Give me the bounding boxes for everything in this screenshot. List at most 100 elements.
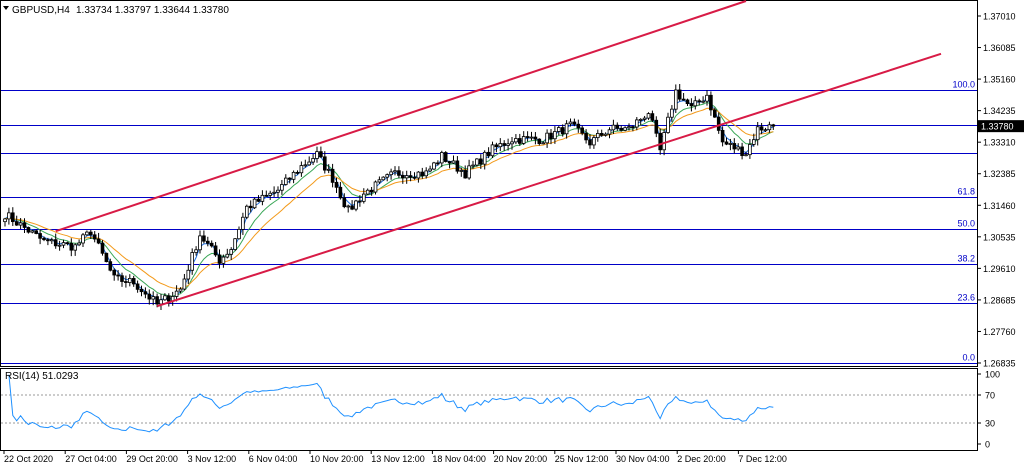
- candle-body: [631, 126, 635, 129]
- candle-body: [77, 242, 81, 246]
- rsi-tick-label: 30: [985, 419, 995, 429]
- candle-body: [186, 269, 191, 280]
- candle-body: [638, 118, 643, 121]
- candle-body: [521, 136, 526, 144]
- channel-upper-line[interactable]: [55, 0, 747, 233]
- candle-body: [748, 143, 752, 156]
- candle-body: [689, 103, 694, 107]
- candle-body: [202, 235, 206, 242]
- candle-body: [373, 181, 378, 193]
- candle-body: [580, 127, 584, 134]
- candle-body: [494, 144, 499, 148]
- candle-body: [385, 174, 389, 178]
- candle-body: [424, 170, 428, 177]
- candle-body: [174, 290, 179, 297]
- candle-body: [400, 174, 405, 179]
- candle-body: [397, 170, 401, 176]
- collapse-triangle-icon[interactable]: [3, 6, 9, 10]
- candle-body: [674, 89, 678, 110]
- candle-body: [592, 137, 596, 146]
- candle-body: [576, 123, 581, 129]
- candle-body: [205, 240, 210, 244]
- candle-body: [30, 230, 35, 233]
- candle-body: [404, 175, 409, 179]
- candle-body: [732, 143, 737, 150]
- candle-body: [666, 116, 670, 133]
- candle-body: [693, 100, 698, 107]
- rsi-tick-label: 100: [985, 370, 1000, 380]
- candle-body: [26, 227, 31, 233]
- candle-body: [221, 256, 226, 264]
- candle-body: [677, 89, 682, 100]
- price-tick-label: 1.27760: [983, 327, 1016, 337]
- candle-body: [124, 281, 128, 283]
- candle-body: [276, 189, 280, 193]
- candle-body: [260, 194, 265, 202]
- candle-body: [439, 152, 444, 164]
- candle-body: [635, 119, 639, 128]
- time-tick-label: 2 Dec 20:00: [677, 454, 726, 464]
- candle-body: [662, 132, 666, 151]
- candle-body: [112, 269, 117, 276]
- candle-body: [599, 133, 604, 136]
- candle-body: [81, 234, 85, 244]
- candle-body: [22, 222, 27, 228]
- candle-body: [244, 205, 249, 218]
- candle-body: [459, 170, 464, 172]
- price-tick-label: 1.28685: [983, 295, 1016, 305]
- price-tick-label: 1.32385: [983, 169, 1016, 179]
- candle-body: [116, 274, 120, 277]
- candle-body: [443, 152, 448, 162]
- candle-body: [194, 249, 198, 253]
- candle-body: [619, 127, 623, 131]
- candle-body: [705, 94, 709, 102]
- candle-body: [7, 212, 11, 220]
- candle-body: [280, 184, 284, 191]
- candle-body: [568, 121, 573, 125]
- candle-body: [713, 109, 717, 118]
- candle-body: [596, 133, 600, 139]
- candle-body: [342, 197, 347, 208]
- candle-body: [209, 242, 214, 247]
- candle-body: [553, 131, 557, 140]
- candle-body: [248, 205, 253, 209]
- candle-body: [159, 299, 163, 305]
- candle-body: [759, 126, 764, 131]
- fib-level-label: 0.0: [962, 353, 975, 363]
- candle-body: [120, 275, 124, 282]
- candle-body: [92, 234, 97, 240]
- candle-body: [514, 138, 518, 143]
- candle-body: [190, 252, 195, 271]
- candle-body: [182, 278, 187, 290]
- price-tick-label: 1.34235: [983, 106, 1016, 116]
- candle-body: [755, 126, 760, 141]
- candle-body: [131, 278, 136, 285]
- candle-body: [303, 164, 308, 167]
- symbol-label: GBPUSD,H4: [12, 5, 70, 16]
- candle-body: [393, 170, 397, 173]
- candle-body: [607, 129, 612, 135]
- candle-body: [46, 239, 50, 242]
- candle-body: [85, 231, 89, 236]
- time-tick-label: 13 Nov 12:00: [371, 454, 425, 464]
- candle-body: [89, 231, 93, 236]
- candle-body: [369, 189, 374, 193]
- time-tick-label: 25 Nov 12:00: [555, 454, 609, 464]
- candle-body: [381, 176, 386, 181]
- candle-body: [358, 200, 362, 203]
- channel-lower-line[interactable]: [156, 52, 942, 308]
- candle-body: [198, 235, 202, 251]
- time-tick-label: 18 Nov 04:00: [432, 454, 486, 464]
- candle-body: [451, 160, 456, 164]
- candle-body: [654, 119, 659, 134]
- candle-body: [498, 143, 503, 148]
- time-tick-label: 20 Nov 20:00: [494, 454, 548, 464]
- candle-body: [771, 124, 776, 127]
- candle-body: [646, 113, 651, 119]
- candle-body: [463, 170, 467, 179]
- fib-level-label: 61.8: [957, 187, 975, 197]
- candle-body: [50, 239, 54, 242]
- rsi-line: [8, 374, 774, 433]
- candle-body: [767, 124, 772, 131]
- candle-body: [709, 94, 713, 111]
